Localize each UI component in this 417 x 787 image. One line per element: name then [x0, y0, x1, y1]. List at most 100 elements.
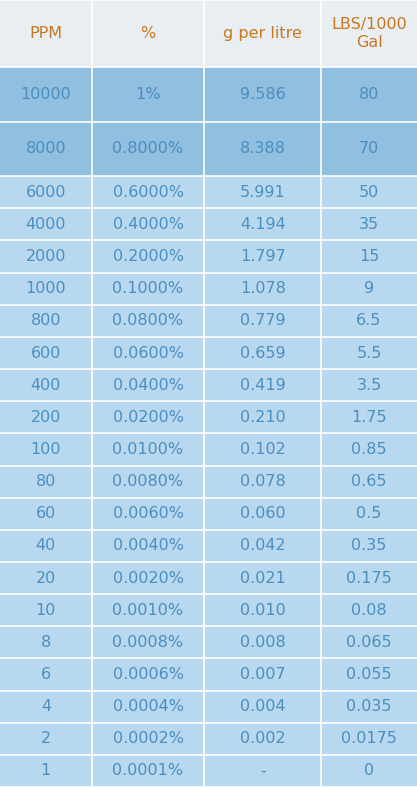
Text: 0.055: 0.055 [346, 667, 392, 682]
Bar [0, 0, 417, 67]
Bar [321, 497, 417, 530]
Text: 0.0100%: 0.0100% [113, 442, 183, 457]
Bar [321, 562, 417, 594]
Text: 2: 2 [41, 731, 51, 746]
Bar [0, 369, 92, 401]
Bar [92, 755, 204, 787]
Bar [204, 530, 321, 562]
Text: 10: 10 [36, 603, 56, 618]
Text: 800: 800 [30, 313, 61, 328]
Bar [204, 209, 321, 241]
Text: 0.0200%: 0.0200% [113, 410, 183, 425]
Bar [204, 594, 321, 626]
Bar [0, 755, 92, 787]
Text: 0.85: 0.85 [351, 442, 387, 457]
Text: 0.08: 0.08 [351, 603, 387, 618]
Bar [0, 562, 92, 594]
Bar [321, 369, 417, 401]
Bar [204, 434, 321, 466]
Bar [204, 626, 321, 659]
Bar [92, 272, 204, 305]
Text: 0.0800%: 0.0800% [113, 313, 183, 328]
Bar [0, 67, 92, 121]
Text: 9: 9 [364, 281, 374, 296]
Text: 0.035: 0.035 [346, 699, 392, 714]
Bar [321, 121, 417, 176]
Bar [321, 659, 417, 690]
Bar [204, 241, 321, 272]
Bar [0, 272, 92, 305]
Bar [204, 722, 321, 755]
Text: 0.007: 0.007 [240, 667, 286, 682]
Bar [321, 305, 417, 337]
Text: 1%: 1% [135, 87, 161, 102]
Bar [92, 241, 204, 272]
Text: 0.4000%: 0.4000% [113, 217, 183, 232]
Text: 60: 60 [36, 506, 56, 521]
Bar [204, 67, 321, 121]
Text: 0.0008%: 0.0008% [113, 635, 183, 650]
Text: PPM: PPM [29, 26, 63, 41]
Bar [92, 594, 204, 626]
Text: 0.078: 0.078 [240, 474, 286, 489]
Text: 0.010: 0.010 [240, 603, 286, 618]
Text: 0.65: 0.65 [351, 474, 387, 489]
Text: 0.0080%: 0.0080% [113, 474, 183, 489]
Bar [92, 67, 204, 121]
Text: 0.1000%: 0.1000% [113, 281, 183, 296]
Text: 0.0175: 0.0175 [341, 731, 397, 746]
Text: 0.6000%: 0.6000% [113, 185, 183, 200]
Text: 2000: 2000 [25, 249, 66, 264]
Bar [204, 121, 321, 176]
Text: LBS/1000
Gal: LBS/1000 Gal [331, 17, 407, 50]
Bar [321, 722, 417, 755]
Text: 4000: 4000 [25, 217, 66, 232]
Text: 70: 70 [359, 142, 379, 157]
Text: %: % [141, 26, 156, 41]
Text: 4.194: 4.194 [240, 217, 286, 232]
Text: g per litre: g per litre [223, 26, 302, 41]
Text: 0.021: 0.021 [240, 571, 286, 586]
Text: 0.2000%: 0.2000% [113, 249, 183, 264]
Bar [92, 209, 204, 241]
Bar [92, 466, 204, 497]
Text: 0.0400%: 0.0400% [113, 378, 183, 393]
Bar [0, 530, 92, 562]
Bar [0, 690, 92, 722]
Text: 0.060: 0.060 [240, 506, 286, 521]
Text: 0.0006%: 0.0006% [113, 667, 183, 682]
Text: 0.008: 0.008 [240, 635, 286, 650]
Text: 0.659: 0.659 [240, 345, 286, 360]
Bar [204, 337, 321, 369]
Bar [0, 337, 92, 369]
Bar [0, 241, 92, 272]
Bar [0, 626, 92, 659]
Bar [204, 176, 321, 209]
Text: 15: 15 [359, 249, 379, 264]
Text: 50: 50 [359, 185, 379, 200]
Text: 0.210: 0.210 [240, 410, 286, 425]
Bar [92, 497, 204, 530]
Text: 0.0040%: 0.0040% [113, 538, 183, 553]
Bar [0, 401, 92, 434]
Text: 6000: 6000 [25, 185, 66, 200]
Bar [321, 176, 417, 209]
Bar [92, 626, 204, 659]
Bar [204, 497, 321, 530]
Bar [0, 497, 92, 530]
Text: 0.102: 0.102 [240, 442, 286, 457]
Bar [204, 272, 321, 305]
Bar [92, 434, 204, 466]
Text: 200: 200 [31, 410, 61, 425]
Text: 600: 600 [31, 345, 61, 360]
Bar [92, 659, 204, 690]
Text: 0.0004%: 0.0004% [113, 699, 183, 714]
Bar [204, 755, 321, 787]
Bar [204, 659, 321, 690]
Text: 40: 40 [36, 538, 56, 553]
Text: 1.75: 1.75 [351, 410, 387, 425]
Text: 0.065: 0.065 [346, 635, 392, 650]
Bar [92, 369, 204, 401]
Bar [321, 466, 417, 497]
Text: 20: 20 [36, 571, 56, 586]
